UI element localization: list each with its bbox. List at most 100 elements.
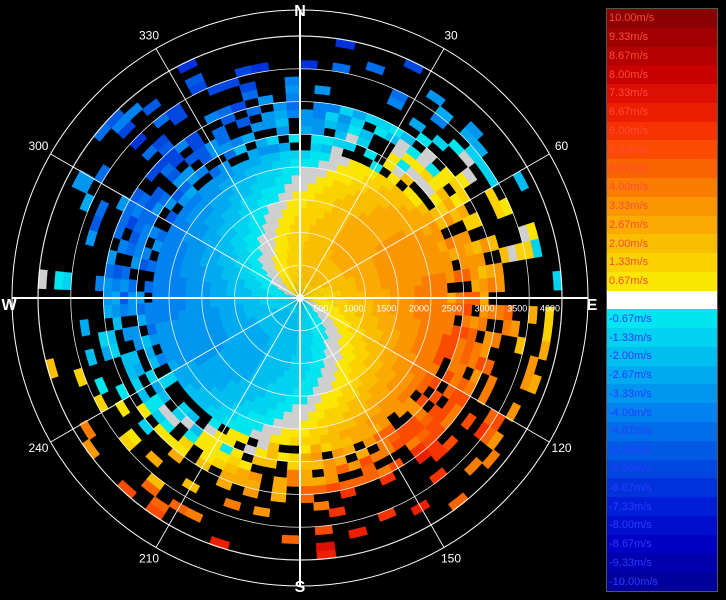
velocity-cell bbox=[448, 207, 463, 224]
velocity-cell bbox=[270, 426, 282, 437]
velocity-cell bbox=[281, 208, 289, 218]
velocity-cell bbox=[330, 222, 339, 234]
velocity-cell bbox=[422, 302, 432, 313]
velocity-cell bbox=[286, 199, 295, 209]
velocity-cell bbox=[369, 160, 384, 174]
velocity-cell bbox=[358, 455, 374, 468]
velocity-cell bbox=[334, 256, 344, 266]
legend-swatch bbox=[607, 159, 717, 179]
velocity-cell bbox=[183, 429, 199, 444]
velocity-cell bbox=[349, 265, 360, 274]
velocity-cell bbox=[292, 305, 297, 314]
velocity-cell bbox=[152, 302, 162, 314]
velocity-cell bbox=[299, 412, 309, 422]
velocity-cell bbox=[365, 61, 386, 76]
velocity-cell bbox=[201, 280, 212, 289]
velocity-cell bbox=[413, 407, 429, 423]
velocity-cell bbox=[316, 252, 324, 262]
velocity-cell bbox=[105, 108, 125, 129]
velocity-cell bbox=[330, 264, 340, 273]
velocity-cell bbox=[313, 101, 329, 112]
velocity-cell bbox=[309, 435, 321, 446]
velocity-cell bbox=[353, 315, 363, 323]
velocity-cell bbox=[355, 447, 371, 461]
velocity-cell bbox=[248, 241, 259, 251]
velocity-cell bbox=[286, 287, 294, 294]
legend-label: -6.00m/s bbox=[609, 462, 652, 475]
velocity-cell bbox=[228, 274, 238, 283]
legend-swatch bbox=[607, 440, 717, 461]
velocity-cell bbox=[301, 322, 305, 332]
velocity-cell bbox=[248, 253, 258, 263]
velocity-cell bbox=[344, 316, 354, 324]
velocity-cell bbox=[307, 300, 316, 305]
velocity-cell bbox=[322, 374, 331, 386]
velocity-cell bbox=[233, 260, 244, 270]
velocity-cell bbox=[318, 434, 331, 445]
velocity-cell bbox=[459, 230, 472, 246]
velocity-cell bbox=[288, 321, 294, 330]
velocity-cell bbox=[307, 300, 317, 304]
velocity-cell bbox=[481, 449, 501, 470]
velocity-cell bbox=[317, 167, 328, 178]
legend-label: 2.00m/s bbox=[609, 237, 649, 250]
velocity-cell bbox=[161, 273, 172, 285]
velocity-cell bbox=[463, 242, 476, 258]
velocity-cell bbox=[315, 234, 323, 245]
legend-label: -6.67m/s bbox=[609, 481, 652, 494]
velocity-cell bbox=[283, 295, 292, 298]
velocity-cell bbox=[291, 313, 296, 322]
velocity-cell bbox=[144, 312, 155, 326]
velocity-cell bbox=[338, 325, 348, 334]
velocity-cell bbox=[275, 324, 283, 334]
velocity-cell bbox=[481, 358, 495, 376]
velocity-cell bbox=[317, 314, 325, 322]
velocity-cell bbox=[127, 279, 138, 293]
velocity-cell bbox=[297, 306, 300, 315]
legend-swatch bbox=[607, 365, 717, 385]
velocity-cell bbox=[303, 265, 308, 274]
velocity-cell bbox=[323, 348, 331, 359]
velocity-cell bbox=[226, 256, 237, 266]
velocity-cell bbox=[319, 151, 332, 162]
velocity-cell bbox=[263, 169, 276, 180]
velocity-cell bbox=[246, 316, 256, 324]
velocity-cell bbox=[331, 305, 341, 311]
compass-east-label: E bbox=[587, 297, 598, 314]
velocity-cell bbox=[176, 301, 186, 311]
velocity-cell bbox=[167, 337, 179, 351]
velocity-cell bbox=[343, 354, 353, 365]
velocity-cell bbox=[283, 327, 289, 337]
velocity-cell bbox=[194, 457, 212, 472]
velocity-cell bbox=[477, 265, 488, 281]
velocity-cell bbox=[408, 325, 420, 337]
velocity-cell bbox=[323, 177, 335, 188]
velocity-cell bbox=[267, 400, 278, 411]
velocity-cell bbox=[265, 272, 275, 280]
velocity-cell bbox=[294, 273, 298, 282]
velocity-cell bbox=[320, 143, 334, 154]
velocity-cell bbox=[194, 314, 205, 324]
velocity-cell bbox=[386, 430, 402, 445]
velocity-cell bbox=[119, 303, 129, 317]
velocity-cell bbox=[255, 273, 265, 281]
legend-swatch bbox=[607, 196, 717, 216]
velocity-cell bbox=[271, 159, 283, 170]
velocity-cell bbox=[336, 339, 346, 349]
velocity-cell bbox=[419, 168, 435, 184]
velocity-cell bbox=[279, 335, 286, 345]
velocity-cell bbox=[434, 105, 454, 124]
velocity-cell bbox=[433, 408, 449, 425]
velocity-cell bbox=[181, 477, 201, 494]
velocity-cell bbox=[251, 455, 266, 467]
legend-label: 8.67m/s bbox=[609, 49, 649, 62]
velocity-cell bbox=[415, 427, 432, 444]
velocity-cell bbox=[235, 307, 245, 314]
velocity-cell bbox=[136, 387, 151, 404]
velocity-cell bbox=[276, 304, 286, 309]
velocity-cell bbox=[284, 290, 293, 295]
velocity-cell bbox=[170, 187, 185, 203]
velocity-cell bbox=[305, 249, 311, 258]
velocity-cell bbox=[337, 428, 351, 441]
velocity-cell bbox=[254, 259, 264, 268]
